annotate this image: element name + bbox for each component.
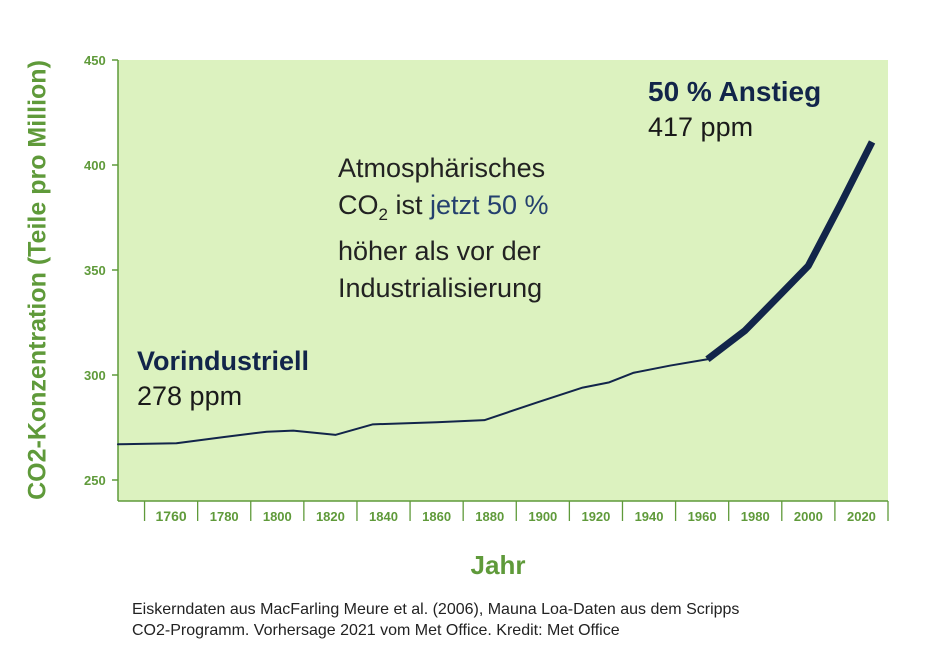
x-tick-label: 2020 bbox=[847, 509, 876, 524]
x-tick-label: 1820 bbox=[316, 509, 345, 524]
y-axis-label: CO2-Konzentration (Teile pro Million) bbox=[23, 60, 52, 500]
x-tick-label: 1760 bbox=[156, 508, 187, 524]
x-tick-label: 1920 bbox=[581, 509, 610, 524]
y-tick-label: 400 bbox=[84, 158, 106, 173]
y-tick-label: 350 bbox=[84, 263, 106, 278]
center-line-4: Industrialisierung bbox=[338, 273, 543, 303]
center-line-3: höher als vor der bbox=[338, 236, 541, 266]
center-line-1: Atmosphärisches bbox=[338, 153, 546, 183]
source-caption: Eiskerndaten aus MacFarling Meure et al.… bbox=[132, 599, 892, 641]
x-tick-label: 1800 bbox=[263, 509, 292, 524]
preindustrial-value: 278 ppm bbox=[137, 381, 243, 411]
preindustrial-title: Vorindustriell bbox=[137, 346, 310, 376]
y-axis: 250 300 350 400 450 bbox=[84, 53, 119, 501]
center-line-2: CO2 ist jetzt 50 % bbox=[338, 187, 549, 233]
caption-line-1: Eiskerndaten aus MacFarling Meure et al.… bbox=[132, 601, 740, 618]
y-tick-label: 300 bbox=[84, 368, 106, 383]
plot-area bbox=[118, 60, 888, 501]
x-tick-label: 1940 bbox=[635, 509, 664, 524]
x-tick-label: 1860 bbox=[422, 509, 451, 524]
y-tick-label: 450 bbox=[84, 53, 106, 68]
x-tick-label: 1840 bbox=[369, 509, 398, 524]
rise-value: 417 ppm bbox=[648, 112, 754, 142]
preindustrial-annotation: Vorindustriell 278 ppm bbox=[137, 346, 309, 412]
center-annotation: Atmosphärisches CO2 ist jetzt 50 % höher… bbox=[338, 150, 549, 307]
x-tick-label: 2000 bbox=[794, 509, 823, 524]
rise-annotation: 50 % Anstieg 417 ppm bbox=[648, 76, 821, 143]
x-tick-label: 1980 bbox=[741, 509, 770, 524]
x-tick-label: 1900 bbox=[528, 509, 557, 524]
x-axis: 1760 1780 1800 1820 1840 1860 1880 1900 1920 1940… bbox=[118, 500, 889, 524]
series-line-modern bbox=[705, 140, 876, 363]
x-axis-label: Jahr bbox=[470, 550, 526, 580]
series-layer bbox=[117, 140, 876, 446]
is-text: ist bbox=[387, 190, 430, 220]
co-text: CO bbox=[338, 190, 379, 220]
highlight-text: jetzt 50 % bbox=[429, 190, 549, 220]
x-tick-label: 1780 bbox=[210, 509, 239, 524]
rise-title: 50 % Anstieg bbox=[648, 76, 822, 107]
x-tick-label: 1960 bbox=[688, 509, 717, 524]
x-tick-label: 1880 bbox=[475, 509, 504, 524]
co-subscript: 2 bbox=[378, 205, 388, 224]
caption-line-2: CO2-Programm. Vorhersage 2021 vom Met Of… bbox=[132, 622, 620, 639]
series-line-historic bbox=[117, 358, 709, 446]
y-tick-label: 250 bbox=[84, 473, 106, 488]
